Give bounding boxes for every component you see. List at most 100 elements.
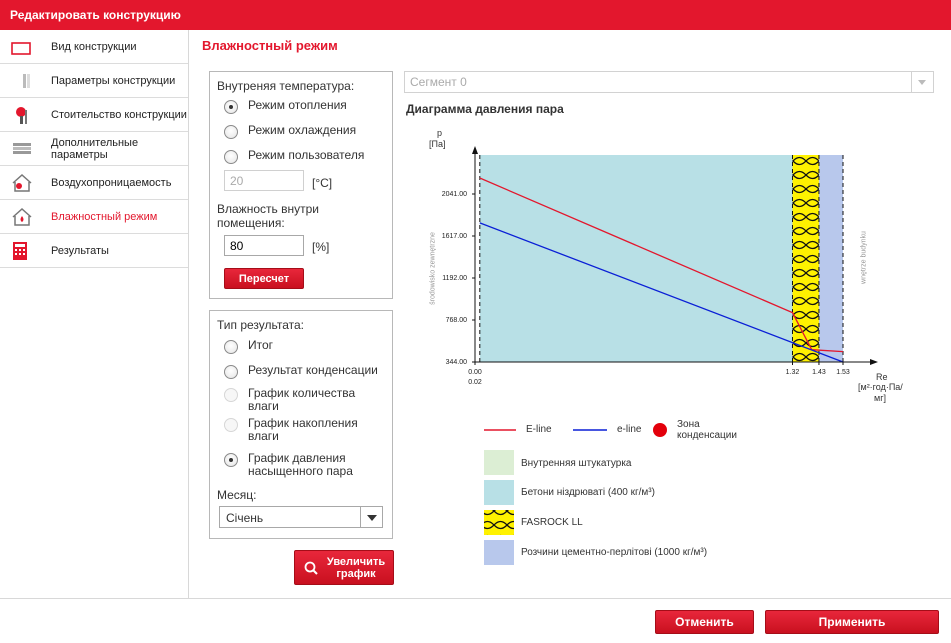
y-axis-symbol: p: [437, 128, 443, 138]
humidity-unit: [%]: [312, 240, 330, 254]
legend-material-swatch-2: [484, 510, 514, 535]
radio-result-condensation[interactable]: Результат конденсации: [224, 364, 378, 379]
temperature-input[interactable]: [224, 170, 304, 191]
recalculate-button[interactable]: Пересчет: [224, 268, 304, 289]
legend-material-2: Бетони ніздрюваті (400 кг/м³): [521, 487, 655, 498]
legend-material-swatch-0: [484, 450, 514, 475]
temperature-title: Внутреняя температура:: [217, 79, 355, 93]
y-axis-arrow: [472, 146, 478, 154]
sidebar: Вид конструкции Параметры конструкции Ст…: [0, 30, 189, 598]
x-tick-bottom-label-0: 0.02: [468, 379, 482, 386]
diagram-title: Диаграмма давления пара: [406, 102, 564, 116]
x-tick-label-0: 0.00: [468, 369, 482, 376]
radio-label: Результат конденсации: [248, 363, 378, 377]
month-select-value: Січень: [226, 511, 264, 525]
radio-cooling-mode[interactable]: Режим охлаждения: [224, 124, 356, 139]
radio-dot: [224, 418, 238, 432]
sidebar-item-construction-params[interactable]: Параметры конструкции: [0, 64, 188, 98]
result-type-panel: [209, 310, 393, 539]
legend-material-1: Внутренняя штукатурка: [521, 458, 632, 469]
cancel-button[interactable]: Отменить: [655, 610, 754, 634]
sidebar-item-label: Влажностный режим: [51, 210, 158, 223]
x-axis-unit-2: мг]: [874, 393, 886, 403]
sidebar-item-label: Воздухопроницаемость: [51, 176, 172, 189]
x-axis-symbol: Re: [876, 372, 888, 382]
radio-dot: [224, 150, 238, 164]
outline-wall-icon: [11, 42, 31, 55]
apply-button[interactable]: Применить: [765, 610, 939, 634]
sidebar-item-moisture-mode[interactable]: Влажностный режим: [0, 200, 188, 234]
radio-dot: [224, 453, 238, 467]
legend-material-swatch-3: [484, 540, 514, 565]
radio-label: График давления насыщенного пара: [248, 451, 353, 478]
radio-dot: [224, 388, 238, 402]
stack-icon: [13, 143, 31, 154]
result-type-title: Тип результата:: [217, 318, 304, 332]
radio-dot: [224, 100, 238, 114]
layers-icon: [23, 74, 30, 88]
y-axis-unit: [Па]: [429, 139, 446, 149]
radio-dot: [224, 340, 238, 354]
radio-label: Режим отопления: [248, 98, 347, 112]
radio-label: Режим охлаждения: [248, 123, 357, 137]
chevron-down-icon: [911, 72, 933, 92]
x-tick-label-2: 1.43: [812, 369, 826, 376]
house-air-icon: [12, 173, 32, 192]
month-select[interactable]: Січень: [219, 506, 383, 528]
x-tick-label-3: 1.53: [836, 369, 850, 376]
sidebar-item-extra-params[interactable]: Дополнительные параметры: [0, 132, 188, 166]
y-tick-label-4: 344.00: [446, 359, 468, 366]
radio-result-saturated-pressure[interactable]: График давления насыщенного пара: [224, 452, 374, 478]
sidebar-item-results[interactable]: Результаты: [0, 234, 188, 268]
radio-dot: [224, 125, 238, 139]
radio-label: Режим пользователя: [248, 148, 365, 162]
layer-rect-1: [792, 155, 819, 362]
magnifier-icon: [304, 561, 318, 575]
sidebar-item-label: Вид конструкции: [51, 40, 137, 53]
y-tick-label-0: 2041.00: [442, 191, 467, 198]
calculator-icon: [13, 242, 27, 260]
radio-result-moisture-accumulation[interactable]: График накопления влаги: [224, 417, 374, 443]
zoom-chart-label: Увеличить график: [326, 556, 386, 580]
radio-heating-mode[interactable]: Режим отопления: [224, 99, 347, 114]
legend-material-3: FASROCK LL: [521, 517, 583, 528]
humidity-title: Влажность внутри помещения:: [217, 202, 319, 230]
x-axis-unit: [м²·год·Па/: [858, 382, 903, 392]
sidebar-item-construction-build[interactable]: Стоительство конструкции: [0, 98, 188, 132]
anchor-pin-icon: [16, 107, 27, 124]
x-tick-label-1: 1.32: [786, 369, 800, 376]
radio-dot: [224, 365, 238, 379]
window-title: Редактировать конструкцию: [0, 0, 951, 30]
sidebar-item-label: Стоительство конструкции: [51, 108, 187, 121]
legend-material-4: Розчини цементно-перлітові (1000 кг/м³): [521, 547, 708, 558]
radio-result-total[interactable]: Итог: [224, 339, 273, 354]
humidity-input[interactable]: [224, 235, 304, 256]
sidebar-item-construction-type[interactable]: Вид конструкции: [0, 30, 188, 64]
house-drop-icon: [12, 207, 32, 226]
segment-select[interactable]: Сегмент 0: [404, 71, 934, 93]
inside-side-label: wnętrze budynku: [860, 231, 868, 284]
footer-divider: [0, 598, 951, 599]
legend-material-swatch-1: [484, 480, 514, 505]
series-line-e-line: [479, 222, 844, 363]
legend-e-line-label: E-line: [526, 424, 552, 435]
sidebar-item-label: Результаты: [51, 244, 109, 257]
month-label: Месяц:: [217, 488, 257, 502]
layer-rect-2: [818, 155, 843, 362]
page-title: Влажностный режим: [202, 38, 338, 53]
legend-condensation-label: Зона конденсации: [677, 419, 737, 441]
radio-user-mode[interactable]: Режим пользователя: [224, 149, 364, 164]
x-axis-arrow: [870, 359, 878, 365]
y-tick-label-1: 1617.00: [442, 233, 467, 240]
sidebar-item-label: Параметры конструкции: [51, 74, 176, 87]
segment-select-value: Сегмент 0: [410, 75, 467, 89]
y-tick-label-2: 1192.00: [442, 275, 467, 282]
radio-label: График накопления влаги: [248, 416, 358, 443]
zoom-chart-button[interactable]: Увеличить график: [294, 550, 394, 585]
radio-result-moisture-amount[interactable]: График количества влаги: [224, 387, 374, 413]
legend-condensation-mark: [653, 423, 667, 437]
sidebar-item-air-permeability[interactable]: Воздухопроницаемость: [0, 166, 188, 200]
series-line-E-line: [479, 177, 844, 353]
legend-e-line-lower-label: e-line: [617, 424, 642, 435]
radio-label: Итог: [248, 338, 274, 352]
